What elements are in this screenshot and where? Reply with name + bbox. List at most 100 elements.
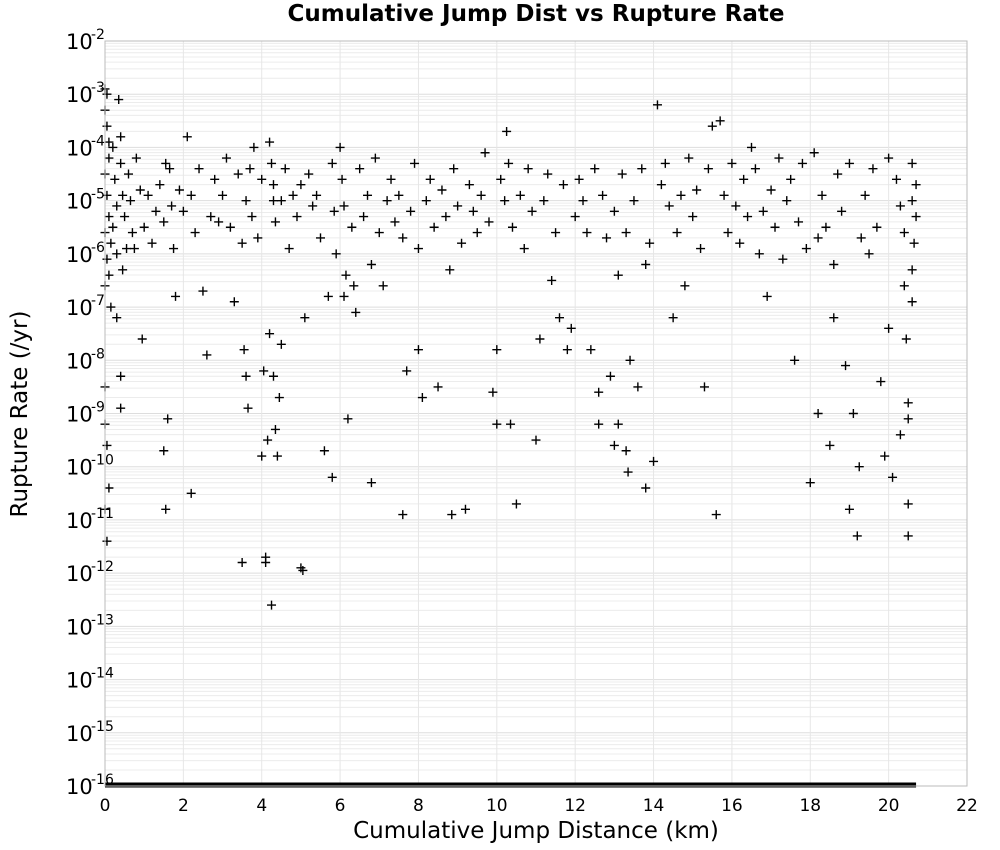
data-point: [366, 478, 376, 488]
data-point: [492, 345, 502, 355]
data-point: [523, 164, 533, 174]
data-point: [125, 196, 135, 206]
data-point: [102, 254, 112, 264]
data-point: [114, 95, 124, 105]
data-point: [102, 190, 112, 200]
data-point: [884, 323, 894, 333]
y-tick-label: 10: [66, 775, 93, 799]
data-point: [366, 260, 376, 269]
points-layer: [100, 84, 921, 610]
x-tick-labels: 0 2 4 6 8 10 12 14 16 18 20 22: [100, 796, 978, 816]
data-point: [233, 169, 243, 179]
data-point: [425, 174, 435, 184]
data-point: [139, 222, 149, 232]
data-point: [429, 222, 439, 232]
data-point: [268, 196, 278, 206]
y-tick-label: 10: [66, 615, 93, 639]
data-point: [413, 244, 423, 254]
data-point: [504, 158, 514, 168]
data-point: [110, 174, 120, 184]
data-point: [899, 228, 909, 238]
data-point: [500, 196, 510, 206]
data-point: [907, 158, 917, 168]
data-point: [127, 228, 137, 238]
data-point: [116, 158, 126, 168]
data-point: [331, 249, 341, 259]
data-point: [337, 174, 347, 184]
data-point: [445, 265, 455, 275]
data-point: [884, 153, 894, 163]
data-point: [288, 190, 298, 200]
y-tick-exponent: -8: [91, 346, 105, 362]
data-point: [155, 180, 165, 190]
data-point: [747, 142, 756, 152]
data-point: [319, 446, 329, 456]
data-point: [304, 169, 314, 179]
data-point: [178, 206, 188, 216]
data-point: [907, 196, 917, 206]
data-point: [237, 238, 247, 248]
data-point: [711, 510, 721, 520]
data-point: [102, 121, 112, 131]
data-point: [660, 158, 670, 168]
y-tick-exponent: -7: [91, 293, 105, 309]
data-point: [515, 190, 525, 200]
data-point: [723, 228, 733, 238]
data-point: [668, 313, 678, 323]
data-point: [229, 297, 239, 307]
data-point: [449, 164, 459, 174]
data-point: [263, 435, 273, 445]
data-point: [327, 472, 337, 482]
data-point: [225, 222, 235, 232]
data-point: [629, 196, 639, 206]
data-point: [864, 249, 874, 259]
data-point: [267, 600, 277, 610]
data-point: [809, 148, 819, 158]
data-point: [276, 339, 286, 349]
data-point: [684, 153, 694, 163]
data-point: [598, 190, 608, 200]
data-point: [551, 228, 561, 238]
data-point: [261, 552, 271, 562]
data-point: [506, 419, 516, 429]
data-point: [433, 382, 443, 392]
data-point: [257, 451, 267, 461]
data-point: [249, 142, 259, 152]
grid-layer: [104, 40, 968, 787]
data-point: [805, 478, 815, 488]
data-point: [274, 393, 284, 403]
data-point: [605, 371, 615, 381]
x-tick-label: 6: [335, 796, 346, 816]
data-point: [378, 281, 388, 291]
data-point: [907, 265, 917, 275]
data-point: [151, 206, 161, 216]
data-point: [903, 499, 913, 509]
data-point: [903, 531, 913, 541]
data-point: [298, 565, 308, 575]
data-point: [555, 313, 565, 323]
data-point: [602, 233, 612, 243]
x-tick-label: 22: [956, 796, 978, 816]
data-point: [296, 180, 306, 190]
data-point: [641, 483, 651, 493]
data-point: [245, 164, 255, 174]
data-point: [241, 196, 251, 206]
data-point: [770, 222, 780, 232]
data-point: [911, 212, 921, 222]
y-tick-label: 10: [66, 136, 93, 160]
data-point: [221, 153, 231, 163]
data-point: [161, 504, 171, 514]
data-point: [833, 169, 843, 179]
data-point: [502, 126, 512, 136]
data-point: [143, 190, 153, 200]
data-point: [825, 440, 835, 450]
data-point: [382, 196, 392, 206]
y-tick-label: 10: [66, 296, 93, 320]
data-point: [797, 158, 807, 168]
x-tick-label: 16: [721, 796, 743, 816]
data-point: [891, 174, 901, 184]
data-point: [621, 228, 631, 238]
data-point: [218, 190, 228, 200]
data-point: [108, 222, 118, 232]
data-point: [907, 297, 917, 307]
